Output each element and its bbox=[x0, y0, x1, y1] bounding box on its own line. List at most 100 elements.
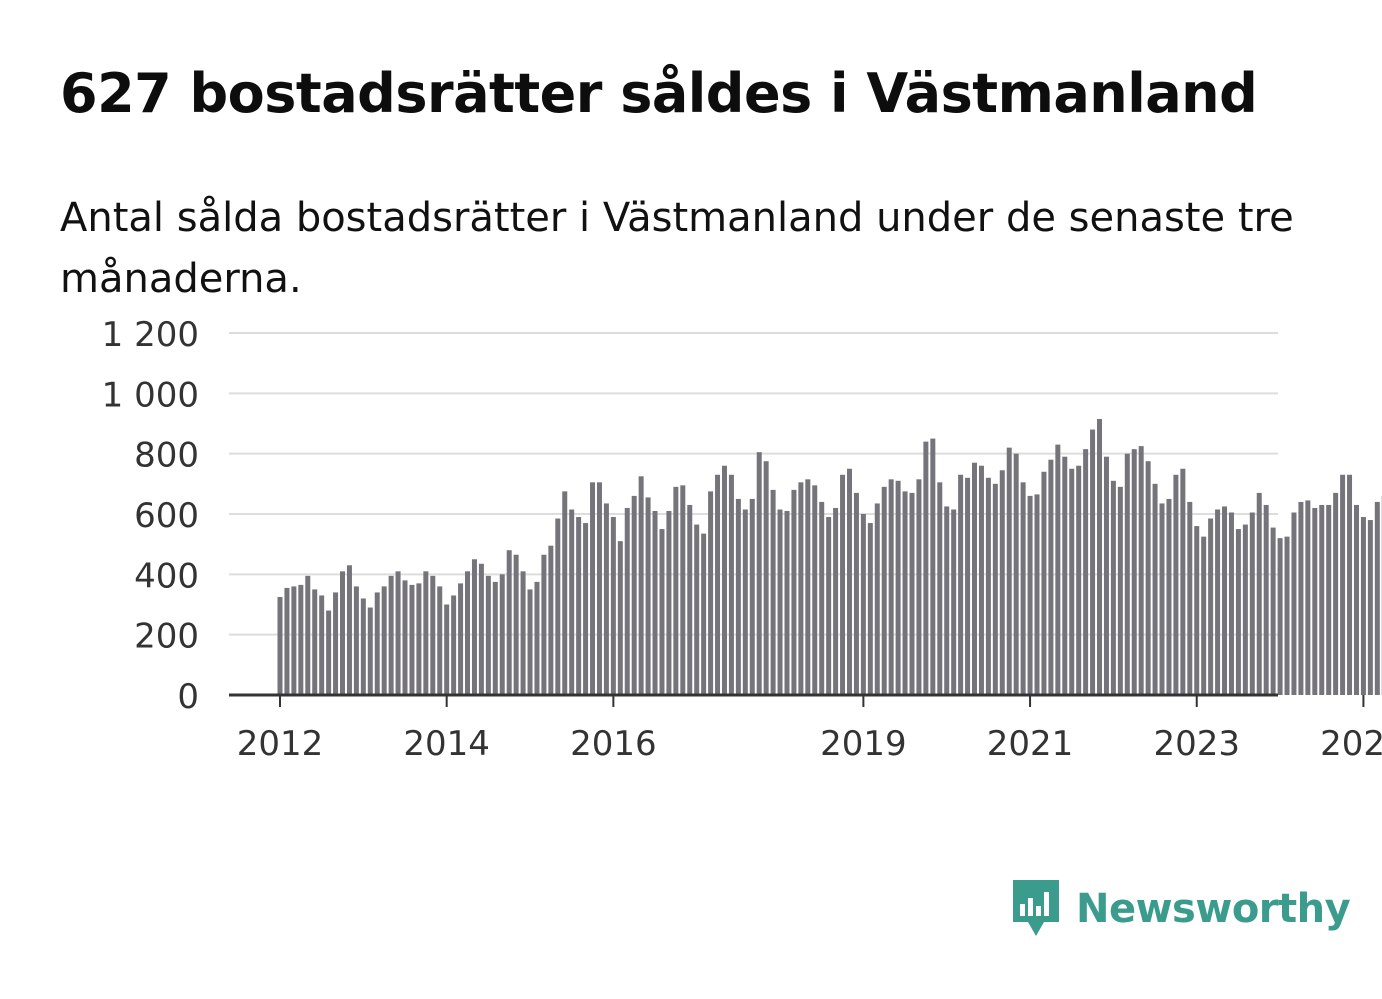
bar bbox=[1069, 468, 1075, 695]
bar bbox=[312, 589, 318, 695]
bar bbox=[423, 571, 429, 695]
bar bbox=[965, 477, 971, 695]
bar bbox=[284, 587, 290, 695]
bar bbox=[1367, 520, 1373, 695]
bar bbox=[638, 476, 644, 695]
bar bbox=[576, 517, 582, 695]
bar bbox=[1242, 524, 1248, 695]
bar bbox=[326, 610, 332, 695]
bar bbox=[583, 523, 589, 695]
bar bbox=[596, 482, 602, 695]
bar bbox=[1062, 456, 1068, 695]
bar bbox=[548, 545, 554, 695]
bar bbox=[1090, 429, 1096, 695]
bar bbox=[1298, 501, 1304, 695]
bar bbox=[1020, 482, 1026, 695]
bar bbox=[867, 523, 873, 695]
bar bbox=[603, 503, 609, 695]
bar bbox=[1055, 444, 1061, 695]
bar bbox=[937, 482, 943, 695]
bar bbox=[819, 501, 825, 695]
bar bbox=[1374, 501, 1380, 695]
bar bbox=[534, 581, 540, 696]
bar bbox=[798, 482, 804, 695]
bar bbox=[985, 477, 991, 695]
bar bbox=[728, 474, 734, 695]
bar bbox=[1013, 453, 1019, 695]
bar bbox=[673, 486, 679, 695]
bar bbox=[451, 595, 457, 695]
bar bbox=[1291, 512, 1297, 695]
bar bbox=[409, 584, 415, 695]
bar bbox=[992, 483, 998, 695]
bar bbox=[458, 583, 464, 695]
bar bbox=[499, 574, 505, 695]
bar bbox=[1222, 506, 1228, 695]
bar bbox=[923, 441, 929, 695]
y-tick-label: 400 bbox=[134, 556, 199, 596]
bar bbox=[1256, 492, 1262, 695]
bar bbox=[277, 596, 283, 695]
bar bbox=[1110, 480, 1116, 695]
bar bbox=[791, 489, 797, 695]
bar bbox=[1041, 471, 1047, 695]
bar bbox=[1228, 512, 1234, 695]
bar bbox=[1263, 504, 1269, 695]
bar bbox=[958, 474, 964, 695]
bar bbox=[569, 509, 575, 695]
bar bbox=[1097, 418, 1103, 695]
bar bbox=[1340, 474, 1346, 695]
y-tick-label: 600 bbox=[134, 496, 199, 536]
bar bbox=[978, 465, 984, 695]
bar bbox=[520, 571, 526, 695]
x-tick-label: 2019 bbox=[820, 724, 907, 764]
newsworthy-brand[interactable]: Newsworthy bbox=[1010, 878, 1351, 940]
bar bbox=[770, 489, 776, 695]
bar bbox=[666, 510, 672, 695]
bar bbox=[881, 486, 887, 695]
bar bbox=[1194, 526, 1200, 695]
bar bbox=[437, 586, 443, 695]
bar bbox=[624, 507, 630, 695]
bar bbox=[951, 509, 957, 695]
bar bbox=[853, 492, 859, 695]
bar bbox=[590, 482, 596, 695]
bar bbox=[735, 498, 741, 695]
bar bbox=[972, 462, 977, 695]
bar bbox=[1270, 527, 1276, 695]
bar bbox=[916, 479, 922, 695]
bar bbox=[888, 479, 894, 695]
bar bbox=[1201, 536, 1207, 696]
bar bbox=[756, 452, 762, 695]
bar bbox=[902, 491, 908, 696]
bar bbox=[1353, 504, 1359, 695]
bar bbox=[1117, 486, 1123, 695]
bar bbox=[1131, 449, 1137, 695]
bar bbox=[742, 509, 748, 695]
bar bbox=[708, 491, 714, 696]
bar bbox=[360, 598, 366, 695]
bar bbox=[1235, 529, 1241, 695]
bar bbox=[721, 465, 727, 695]
chart-title: 627 bostadsrätter såldes i Västmanland bbox=[60, 62, 1258, 125]
bar bbox=[1208, 518, 1214, 695]
bar bbox=[944, 506, 950, 695]
bar bbox=[777, 509, 783, 695]
bar bbox=[367, 607, 373, 695]
x-tick-label: 2023 bbox=[1153, 724, 1240, 764]
newsworthy-logo-icon bbox=[1013, 880, 1059, 936]
bar bbox=[1215, 509, 1221, 695]
x-tick-label: 2025 bbox=[1320, 724, 1382, 764]
x-tick-label: 2016 bbox=[570, 724, 657, 764]
bar bbox=[305, 575, 311, 695]
bar bbox=[874, 503, 880, 695]
bar bbox=[610, 517, 616, 695]
bar bbox=[1145, 461, 1151, 695]
x-tick-label: 2014 bbox=[403, 724, 490, 764]
bar-chart: 0 200 400 600 800 1 000 1 200 2012 2014 2016 2019 2… bbox=[102, 315, 1382, 764]
bar bbox=[444, 604, 450, 695]
bar bbox=[1187, 501, 1193, 695]
bar bbox=[659, 529, 665, 695]
bar bbox=[1326, 504, 1332, 695]
bar bbox=[846, 468, 852, 695]
